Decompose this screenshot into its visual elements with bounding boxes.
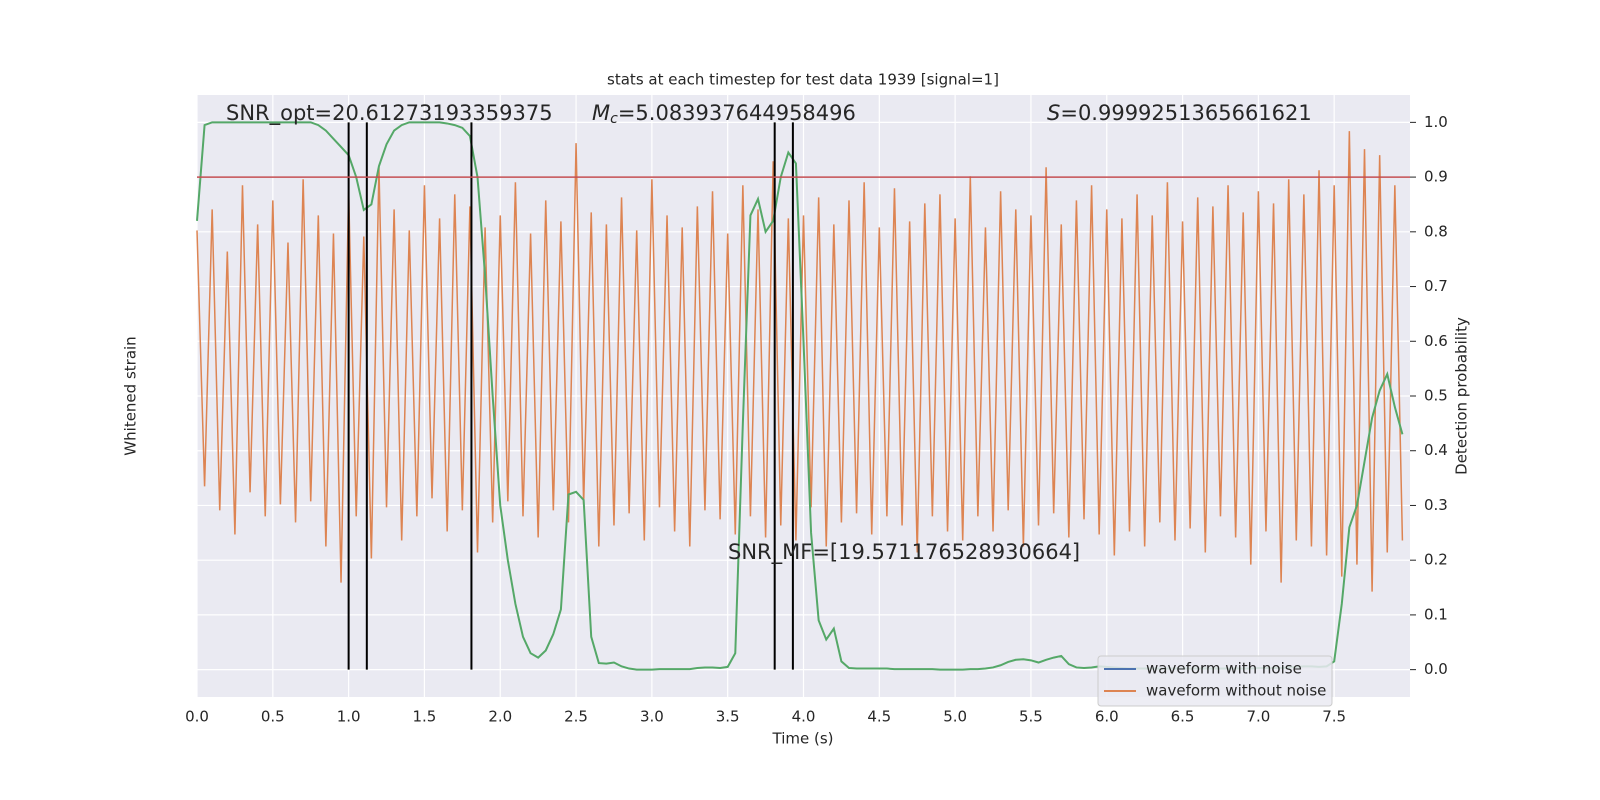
x-tick-label: 0.0 (185, 708, 209, 726)
legend: waveform with noise waveform without nois… (1097, 655, 1333, 707)
y2-tick-label: 0.7 (1424, 277, 1448, 295)
annotation-value: =5.083937644958496 (618, 101, 856, 125)
y2-tick-label: 0.5 (1424, 387, 1448, 405)
y2-tick-label: 0.4 (1424, 441, 1448, 459)
annotation-symbol: S (1047, 101, 1060, 125)
x-tick-label: 6.0 (1095, 708, 1119, 726)
y-axis-label: Whitened strain (122, 336, 140, 455)
y2-tick-label: 0.0 (1424, 660, 1448, 678)
legend-box (1097, 655, 1333, 707)
y2-tick-label: 0.8 (1424, 222, 1448, 240)
y2-tick-label: 0.3 (1424, 496, 1448, 514)
annotation: SNR_opt=20.61273193359375 (226, 101, 553, 126)
x-tick-label: 5.0 (943, 708, 967, 726)
annotation-symbol: M (592, 101, 610, 125)
x-tick-label: 0.5 (261, 708, 285, 726)
y2-tick-label: 0.2 (1424, 551, 1448, 569)
y2-tick-label: 1.0 (1424, 113, 1448, 131)
annotation-value: =0.9999251365661621 (1060, 101, 1311, 125)
annotation: S=0.9999251365661621 (1047, 101, 1312, 125)
x-tick-label: 3.0 (640, 708, 664, 726)
x-tick-label: 1.0 (337, 708, 361, 726)
x-tick-label: 4.5 (867, 708, 891, 726)
annotation: Mc=5.083937644958496 (592, 101, 856, 127)
x-tick-label: 7.0 (1246, 708, 1270, 726)
x-tick-label: 5.5 (1019, 708, 1043, 726)
y2-tick-label: 0.6 (1424, 332, 1448, 350)
waveform-line (196, 131, 1404, 592)
x-tick-label: 2.5 (564, 708, 588, 726)
y2-axis-label: Detection probability (1453, 317, 1471, 475)
x-tick-label: 6.5 (1171, 708, 1195, 726)
chart-title: stats at each timestep for test data 193… (607, 71, 999, 89)
x-tick-label: 2.0 (488, 708, 512, 726)
x-axis-label: Time (s) (772, 730, 834, 748)
x-tick-label: 4.0 (792, 708, 816, 726)
y2-tick-label: 0.9 (1424, 168, 1448, 186)
legend-label: waveform with noise (1146, 660, 1302, 678)
y2-tick-label: 0.1 (1424, 605, 1448, 623)
annotation: SNR_MF=[19.571176528930664] (728, 540, 1080, 565)
legend-label: waveform without noise (1146, 682, 1326, 700)
annotation-subscript: c (610, 111, 618, 127)
x-tick-label: 3.5 (716, 708, 740, 726)
data (196, 121, 1410, 671)
x-tick-label: 1.5 (413, 708, 437, 726)
x-tick-label: 7.5 (1322, 708, 1346, 726)
